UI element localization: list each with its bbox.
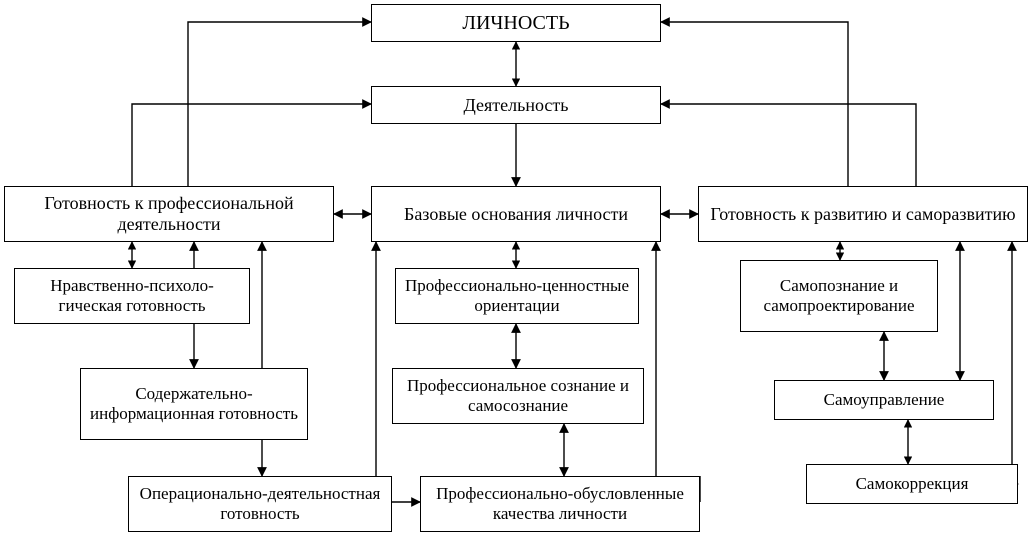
node-label: Самокоррекция xyxy=(856,474,969,494)
node-self-corr: Самокоррекция xyxy=(806,464,1018,504)
node-label: Операционально-деятельностная готовность xyxy=(137,484,383,523)
node-activity: Деятельность xyxy=(371,86,661,124)
node-label: ЛИЧНОСТЬ xyxy=(462,12,569,35)
node-prof-cons: Профессиональное созна­ние и самосознани… xyxy=(392,368,644,424)
node-label: Профессионально-обусловлен­ные качества … xyxy=(429,484,691,523)
node-content: Содержательно-информационная готовность xyxy=(80,368,308,440)
node-moral: Нравственно-психоло­гическая готовность xyxy=(14,268,250,324)
edge-16 xyxy=(656,262,700,502)
node-prof-val: Профессионально-цен­ностные ориентации xyxy=(395,268,639,324)
node-self-mgmt: Самоуправление xyxy=(774,380,994,420)
node-label: Самопознание и самопроекти­рование xyxy=(749,276,929,315)
node-label: Профессиональное созна­ние и самосознани… xyxy=(401,376,635,415)
node-label: Деятельность xyxy=(464,95,569,116)
edge-5 xyxy=(661,104,916,186)
node-self-know: Самопознание и самопроекти­рование xyxy=(740,260,938,332)
node-label: Нравственно-психоло­гическая готовность xyxy=(23,276,241,315)
node-self-dev: Готовность к развитию и само­развитию xyxy=(698,186,1028,242)
node-label: Базовые основания личности xyxy=(404,204,628,225)
node-oper: Операционально-деятельностная готовность xyxy=(128,476,392,532)
node-prof-qual: Профессионально-обусловлен­ные качества … xyxy=(420,476,700,532)
node-label: Готовность к профессиональной деятельнос… xyxy=(13,193,325,234)
node-label: Готовность к развитию и само­развитию xyxy=(710,204,1015,225)
edge-2 xyxy=(188,22,371,186)
node-label: Содержательно-информационная готовность xyxy=(89,384,299,423)
edge-3 xyxy=(661,22,848,186)
node-prof-ready: Готовность к профессиональной деятельнос… xyxy=(4,186,334,242)
edge-4 xyxy=(132,104,371,186)
node-label: Профессионально-цен­ностные ориентации xyxy=(404,276,630,315)
node-personality: ЛИЧНОСТЬ xyxy=(371,4,661,42)
edge-20 xyxy=(1012,242,1018,484)
node-label: Самоуправление xyxy=(824,390,945,410)
node-base: Базовые основания личности xyxy=(371,186,661,242)
diagram-canvas: { "diagram": { "type": "flowchart", "bac… xyxy=(0,0,1033,547)
